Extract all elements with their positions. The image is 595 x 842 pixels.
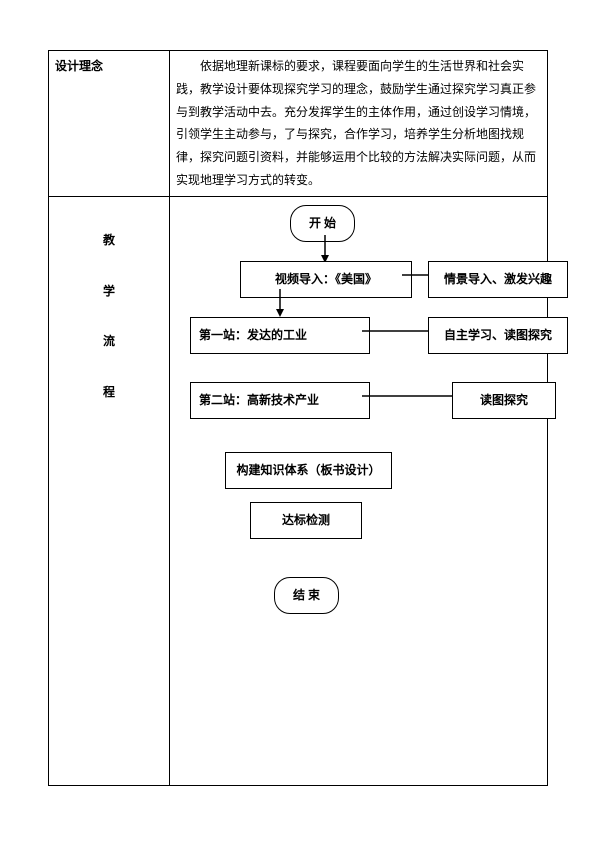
flow-station2: 第二站：高新技术产业 [190, 382, 370, 419]
flow-test: 达标检测 [250, 502, 362, 539]
row-teaching-flow: 教 学 流 程 开 始 视频导入：《美国》 情景导入、激发兴趣 [49, 196, 548, 785]
teaching-flow-label: 教 学 流 程 [49, 196, 170, 785]
flow-char-1: 教 [55, 229, 163, 252]
flow-station1: 第一站：发达的工业 [190, 317, 370, 354]
arrow-start-to-video [320, 235, 330, 263]
flow-video-side: 情景导入、激发兴趣 [428, 261, 568, 298]
flow-char-4: 程 [55, 381, 163, 404]
flow-char-3: 流 [55, 330, 163, 353]
flow-station1-side: 自主学习、读图探究 [428, 317, 568, 354]
flow-station2-side: 读图探究 [452, 382, 556, 419]
flow-char-2: 学 [55, 280, 163, 303]
conn-s1-side [362, 330, 428, 332]
page-content: 设计理念 依据地理新课标的要求，课程要面向学生的生活世界和社会实践，教学设计要体… [48, 50, 548, 786]
main-table: 设计理念 依据地理新课标的要求，课程要面向学生的生活世界和社会实践，教学设计要体… [48, 50, 548, 786]
flow-video-intro: 视频导入：《美国》 [240, 261, 412, 298]
flow-end: 结 束 [274, 577, 339, 614]
arrow-video-to-s1 [275, 289, 285, 317]
flow-build-knowledge: 构建知识体系（板书设计） [225, 452, 392, 489]
design-concept-text: 依据地理新课标的要求，课程要面向学生的生活世界和社会实践，教学设计要体现探究学习… [170, 51, 548, 197]
row-design-concept: 设计理念 依据地理新课标的要求，课程要面向学生的生活世界和社会实践，教学设计要体… [49, 51, 548, 197]
conn-video-side [402, 274, 430, 276]
conn-s2-side [362, 395, 452, 397]
teaching-flow-diagram: 开 始 视频导入：《美国》 情景导入、激发兴趣 [170, 196, 548, 785]
flowchart-container: 开 始 视频导入：《美国》 情景导入、激发兴趣 [170, 197, 547, 785]
design-concept-label: 设计理念 [49, 51, 170, 197]
